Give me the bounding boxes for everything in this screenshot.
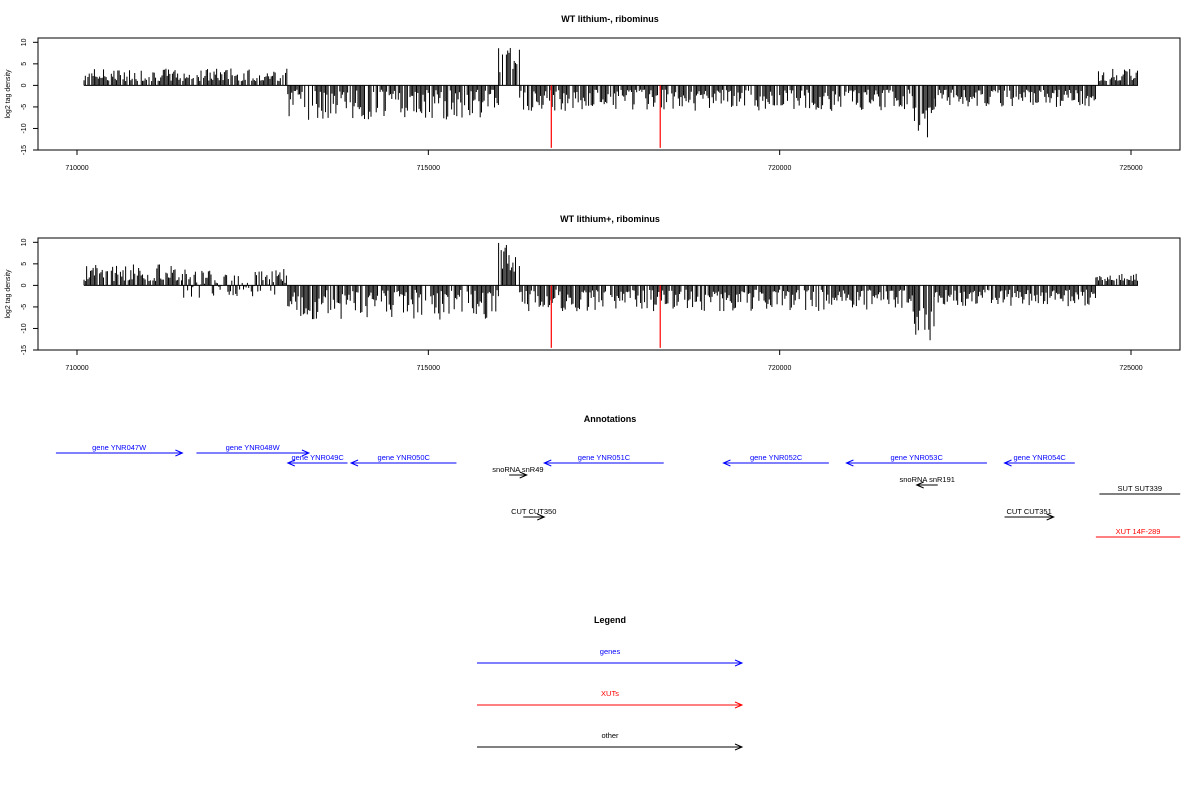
- annotation-feature: CUT CUT351: [1004, 507, 1055, 521]
- arrowhead-icon: [543, 459, 552, 467]
- annotation-feature: CUT CUT350: [511, 507, 556, 521]
- legend-item: genes: [477, 647, 744, 667]
- panel-1-axes: -15 -10 -5 0 5 10 710000 715000 720000 725000: [21, 38, 1143, 172]
- annotation-feature: gene YNR052C: [722, 453, 829, 467]
- feature-label: snoRNA snR191: [900, 475, 955, 484]
- annotation-features: gene YNR047W gene YNR048W gene YNR049C gene…: [55, 443, 1181, 538]
- y-tick-label: 5: [21, 262, 28, 266]
- annotation-feature: gene YNR054C: [1003, 453, 1075, 467]
- y-tick-label: -10: [21, 323, 28, 333]
- arrowhead-icon: [1046, 513, 1055, 521]
- legend-label: genes: [600, 647, 621, 656]
- arrowhead-icon: [349, 459, 359, 467]
- annotations-title: Annotations: [584, 414, 637, 424]
- annotation-feature: gene YNR051C: [543, 453, 664, 467]
- feature-label: CUT CUT351: [1006, 507, 1051, 516]
- y-tick-label: -15: [21, 345, 28, 355]
- y-tick-label: 5: [21, 62, 28, 66]
- legend-items: genes XUTs other: [477, 647, 744, 751]
- annotation-feature: gene YNR047W: [55, 443, 184, 457]
- annotation-feature: snoRNA snR191: [900, 475, 955, 489]
- feature-label: SUT SUT339: [1118, 484, 1162, 493]
- arrowhead-icon: [1003, 459, 1012, 467]
- feature-label: gene YNR050C: [378, 453, 431, 462]
- legend-label: other: [601, 731, 619, 740]
- annotation-feature: snoRNA snR49: [492, 465, 544, 479]
- feature-label: gene YNR052C: [750, 453, 803, 462]
- x-tick-label: 710000: [65, 165, 88, 172]
- feature-label: XUT 14F-289: [1116, 527, 1161, 536]
- arrowhead-icon: [301, 449, 311, 457]
- panel-2-title: WT lithium+, ribominus: [560, 214, 660, 224]
- y-tick-label: -15: [21, 145, 28, 155]
- x-tick-label: 720000: [768, 365, 791, 372]
- feature-label: CUT CUT350: [511, 507, 556, 516]
- arrowhead-icon: [845, 459, 854, 467]
- arrowhead-icon: [175, 449, 184, 457]
- panel-lithium-minus: WT lithium-, ribominus log2 tag density …: [5, 14, 1181, 172]
- feature-label: gene YNR047W: [92, 443, 147, 452]
- annotation-feature: gene YNR050C: [349, 453, 457, 467]
- y-tick-label: -5: [21, 304, 28, 310]
- panel-lithium-plus: WT lithium+, ribominus log2 tag density …: [5, 214, 1181, 372]
- annotation-feature: gene YNR049C: [286, 453, 348, 467]
- feature-label: gene YNR051C: [578, 453, 631, 462]
- legend-item: XUTs: [477, 689, 744, 709]
- legend-item: other: [477, 731, 744, 751]
- annotations-section: Annotations gene YNR047W gene YNR048Wgene…: [55, 414, 1181, 538]
- arrowhead-icon: [734, 659, 744, 667]
- feature-label: gene YNR049C: [291, 453, 344, 462]
- y-tick-label: -10: [21, 123, 28, 133]
- arrowhead-icon: [734, 743, 744, 751]
- y-tick-label: 0: [21, 83, 28, 87]
- y-tick-label: -5: [21, 104, 28, 110]
- feature-label: gene YNR053C: [890, 453, 943, 462]
- panel-2-bars: [83, 242, 1139, 348]
- annotation-feature: XUT 14F-289: [1095, 527, 1181, 538]
- feature-label: gene YNR054C: [1013, 453, 1066, 462]
- y-tick-label: 10: [21, 38, 28, 46]
- legend-section: Legend genes XUTs other: [477, 615, 744, 751]
- x-tick-label: 715000: [417, 365, 440, 372]
- panel-1-bars: [83, 48, 1139, 148]
- panel-1-y-axis-label: log2 tag density: [5, 69, 12, 119]
- arrowhead-icon: [519, 471, 528, 479]
- legend-title: Legend: [594, 615, 626, 625]
- panel-2-y-axis-label: log2 tag density: [5, 269, 12, 319]
- x-tick-label: 720000: [768, 165, 791, 172]
- panel-2-axes: -15 -10 -5 0 5 10 710000 715000 720000 725000: [21, 238, 1143, 372]
- annotation-feature: gene YNR053C: [845, 453, 987, 467]
- y-tick-label: 10: [21, 238, 28, 246]
- x-tick-label: 715000: [417, 165, 440, 172]
- annotation-feature: gene YNR048W: [196, 443, 311, 457]
- feature-label: gene YNR048W: [226, 443, 281, 452]
- arrowhead-icon: [722, 459, 731, 467]
- x-tick-label: 710000: [65, 365, 88, 372]
- x-tick-label: 725000: [1119, 165, 1142, 172]
- arrowhead-icon: [734, 701, 744, 709]
- y-tick-label: 0: [21, 283, 28, 287]
- panel-1-frame: [37, 37, 1181, 151]
- panel-2-frame: [37, 237, 1181, 351]
- legend-label: XUTs: [601, 689, 619, 698]
- panel-1-title: WT lithium-, ribominus: [561, 14, 659, 24]
- annotation-feature: SUT SUT339: [1099, 484, 1181, 495]
- arrowhead-icon: [915, 481, 924, 489]
- arrowhead-icon: [286, 459, 295, 467]
- x-tick-label: 725000: [1119, 365, 1142, 372]
- arrowhead-icon: [537, 513, 546, 521]
- feature-label: snoRNA snR49: [492, 465, 543, 474]
